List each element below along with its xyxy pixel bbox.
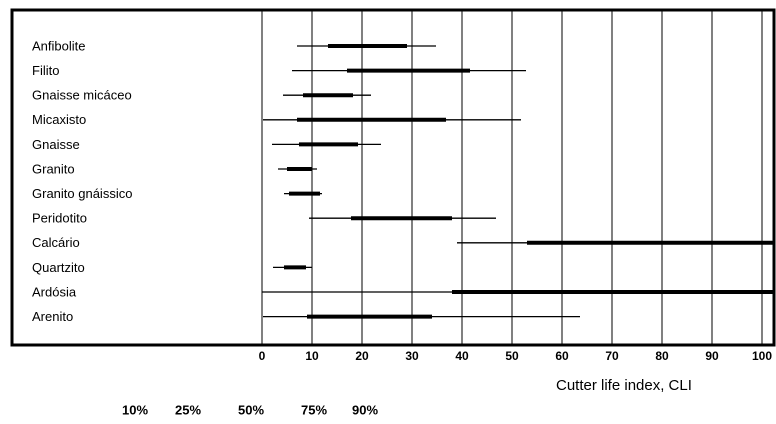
- x-tick-label: 80: [655, 349, 669, 363]
- x-tick-label: 0: [259, 349, 266, 363]
- frame: [10, 8, 776, 347]
- category-label: Filito: [32, 63, 59, 78]
- x-tick-label: 100: [752, 349, 772, 363]
- x-tick-label: 40: [455, 349, 469, 363]
- category-label: Arenito: [32, 309, 73, 324]
- x-tick-label: 60: [555, 349, 569, 363]
- x-tick-label: 50: [505, 349, 519, 363]
- category-label: Quartzito: [32, 260, 85, 275]
- category-label: Peridotito: [32, 211, 87, 226]
- x-tick-label: 70: [605, 349, 619, 363]
- category-label: Gnaisse: [32, 137, 80, 152]
- category-label: Granito gnáissico: [32, 186, 132, 201]
- category-label: Gnaisse micáceo: [32, 88, 132, 103]
- x-tick-label: 20: [355, 349, 369, 363]
- x-axis-label: Cutter life index, CLI: [556, 377, 692, 394]
- category-label: Calcário: [32, 235, 80, 250]
- category-label: Anfibolite: [32, 38, 85, 53]
- x-tick-label: 30: [405, 349, 419, 363]
- x-tick-label: 10: [305, 349, 319, 363]
- category-label: Granito: [32, 161, 75, 176]
- x-tick-label: 90: [705, 349, 719, 363]
- category-label: Micaxisto: [32, 112, 86, 127]
- category-label: Ardósia: [32, 284, 77, 299]
- percentile-label: 90%: [352, 402, 378, 417]
- percentile-label: 75%: [301, 402, 327, 417]
- percentile-label: 50%: [238, 402, 264, 417]
- percentile-label: 25%: [175, 402, 201, 417]
- percentile-label: 10%: [122, 402, 148, 417]
- plot-area: [262, 44, 774, 319]
